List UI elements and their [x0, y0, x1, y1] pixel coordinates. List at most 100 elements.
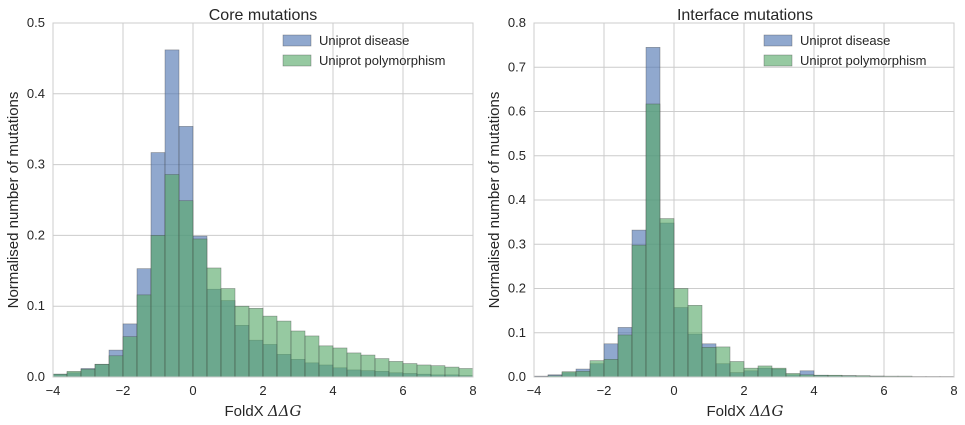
x-tick-label: −2 — [597, 383, 612, 398]
y-tick-label: 0.4 — [27, 86, 45, 101]
legend-label: Uniprot disease — [319, 33, 409, 48]
x-tick-label: 6 — [880, 383, 887, 398]
y-tick-label: 0.2 — [27, 227, 45, 242]
y-tick-label: 0.4 — [508, 192, 526, 207]
polymorphism-bar — [94, 363, 110, 378]
polymorphism-bar — [743, 367, 759, 378]
polymorphism-bar — [192, 238, 208, 378]
polymorphism-bar — [318, 345, 334, 378]
legend-label: Uniprot disease — [800, 33, 890, 48]
polymorphism-bar — [346, 352, 362, 378]
y-tick-label: 0.0 — [27, 369, 45, 384]
polymorphism-bar — [136, 294, 152, 378]
polymorphism-bar — [757, 365, 773, 378]
chart-title: Core mutations — [209, 7, 318, 24]
polymorphism-bar — [771, 367, 787, 378]
legend-swatch — [763, 34, 793, 47]
x-tick-label: 0 — [670, 383, 677, 398]
polymorphism-bar — [374, 358, 390, 378]
polymorphism-bar — [589, 360, 605, 378]
polymorphism-bar — [388, 361, 404, 378]
y-tick-label: 0.6 — [508, 104, 526, 119]
polymorphism-bar — [659, 218, 675, 378]
polymorphism-bar — [220, 288, 236, 378]
polymorphism-bar — [332, 347, 348, 378]
core-mutations-panel: Core mutations FoldX ΔΔG Normalised numb… — [5, 7, 477, 420]
polymorphism-bar — [234, 305, 250, 378]
plot-area: −4 −2 0 2 4 6 8 0.0 0.1 0.2 0.3 0.4 0.5 Uniprot disea… — [27, 15, 477, 398]
x-tick-label: 8 — [950, 383, 957, 398]
axes-frame — [533, 22, 955, 378]
polymorphism-bar — [290, 330, 306, 378]
polymorphism-bar — [66, 371, 82, 378]
polymorphism-bar — [631, 244, 647, 378]
legend-swatch — [282, 34, 312, 47]
legend-label: Uniprot polymorphism — [319, 53, 445, 68]
polymorphism-bar — [603, 358, 619, 378]
y-tick-label: 0.2 — [508, 281, 526, 296]
polymorphism-bar — [687, 305, 703, 378]
y-tick-label: 0.5 — [508, 148, 526, 163]
y-tick-label: 0.1 — [508, 325, 526, 340]
polymorphism-bar — [262, 315, 278, 378]
x-tick-label: 6 — [399, 383, 406, 398]
chart-title: Interface mutations — [677, 7, 813, 24]
y-tick-label: 0.0 — [508, 369, 526, 384]
polymorphism-bar — [416, 364, 432, 378]
polymorphism-bar — [430, 365, 446, 378]
x-tick-label: −4 — [46, 383, 61, 398]
y-tick-label: 0.7 — [508, 59, 526, 74]
x-tick-label: 4 — [810, 383, 817, 398]
polymorphism-bar — [575, 370, 591, 378]
polymorphism-bar — [150, 235, 166, 378]
polymorphism-bar — [444, 366, 460, 378]
x-tick-label: 0 — [189, 383, 196, 398]
x-tick-label: 4 — [329, 383, 336, 398]
y-axis-label: Normalised number of mutations — [486, 92, 503, 309]
polymorphism-bar — [729, 361, 745, 378]
polymorphism-bar — [645, 103, 661, 378]
plot-area: −4 −2 0 2 4 6 8 0.0 0.1 0.2 0.3 0.4 0.5 0.6 0.7 0.8 Unip… — [508, 15, 958, 398]
polymorphism-bar — [276, 320, 292, 378]
x-tick-label: 2 — [259, 383, 266, 398]
x-axis-label-text: FoldX — [224, 403, 267, 420]
x-tick-label: −4 — [527, 383, 542, 398]
polymorphism-bar — [402, 363, 418, 378]
polymorphism-bar — [561, 371, 577, 378]
polymorphism-bar — [248, 308, 264, 378]
polymorphism-bar — [715, 346, 731, 378]
y-tick-label: 0.5 — [27, 15, 45, 30]
y-axis-label: Normalised number of mutations — [5, 92, 22, 309]
x-axis-label-text: FoldX — [706, 403, 749, 420]
polymorphism-bar — [80, 368, 96, 378]
x-tick-label: −2 — [116, 383, 131, 398]
legend-swatch — [282, 54, 312, 67]
y-tick-label: 0.1 — [27, 298, 45, 313]
polymorphism-bar — [164, 174, 180, 378]
x-tick-label: 2 — [740, 383, 747, 398]
polymorphism-bar — [108, 355, 124, 378]
polymorphism-bar — [673, 288, 689, 378]
interface-mutations-panel: Interface mutations FoldX ΔΔG Normalised… — [486, 7, 958, 420]
legend-label: Uniprot polymorphism — [800, 53, 926, 68]
x-axis-label-math: ΔΔG — [749, 402, 784, 420]
polymorphism-bar — [206, 267, 222, 378]
legend-swatch — [763, 54, 793, 67]
polymorphism-bar — [785, 373, 801, 378]
x-tick-label: 8 — [469, 383, 476, 398]
polymorphism-bar — [701, 347, 717, 378]
axes-frame — [52, 22, 474, 378]
y-tick-label: 0.3 — [27, 157, 45, 172]
x-axis-label: FoldX ΔΔG — [224, 402, 301, 420]
polymorphism-bar — [122, 336, 138, 378]
polymorphism-bar — [360, 354, 376, 378]
polymorphism-bar — [178, 200, 194, 378]
x-axis-label-math: ΔΔG — [267, 402, 302, 420]
y-tick-label: 0.8 — [508, 15, 526, 30]
x-axis-label: FoldX ΔΔG — [706, 402, 783, 420]
y-tick-label: 0.3 — [508, 236, 526, 251]
polymorphism-bar — [304, 335, 320, 378]
polymorphism-bar — [617, 334, 633, 378]
polymorphism-bar — [458, 368, 474, 378]
